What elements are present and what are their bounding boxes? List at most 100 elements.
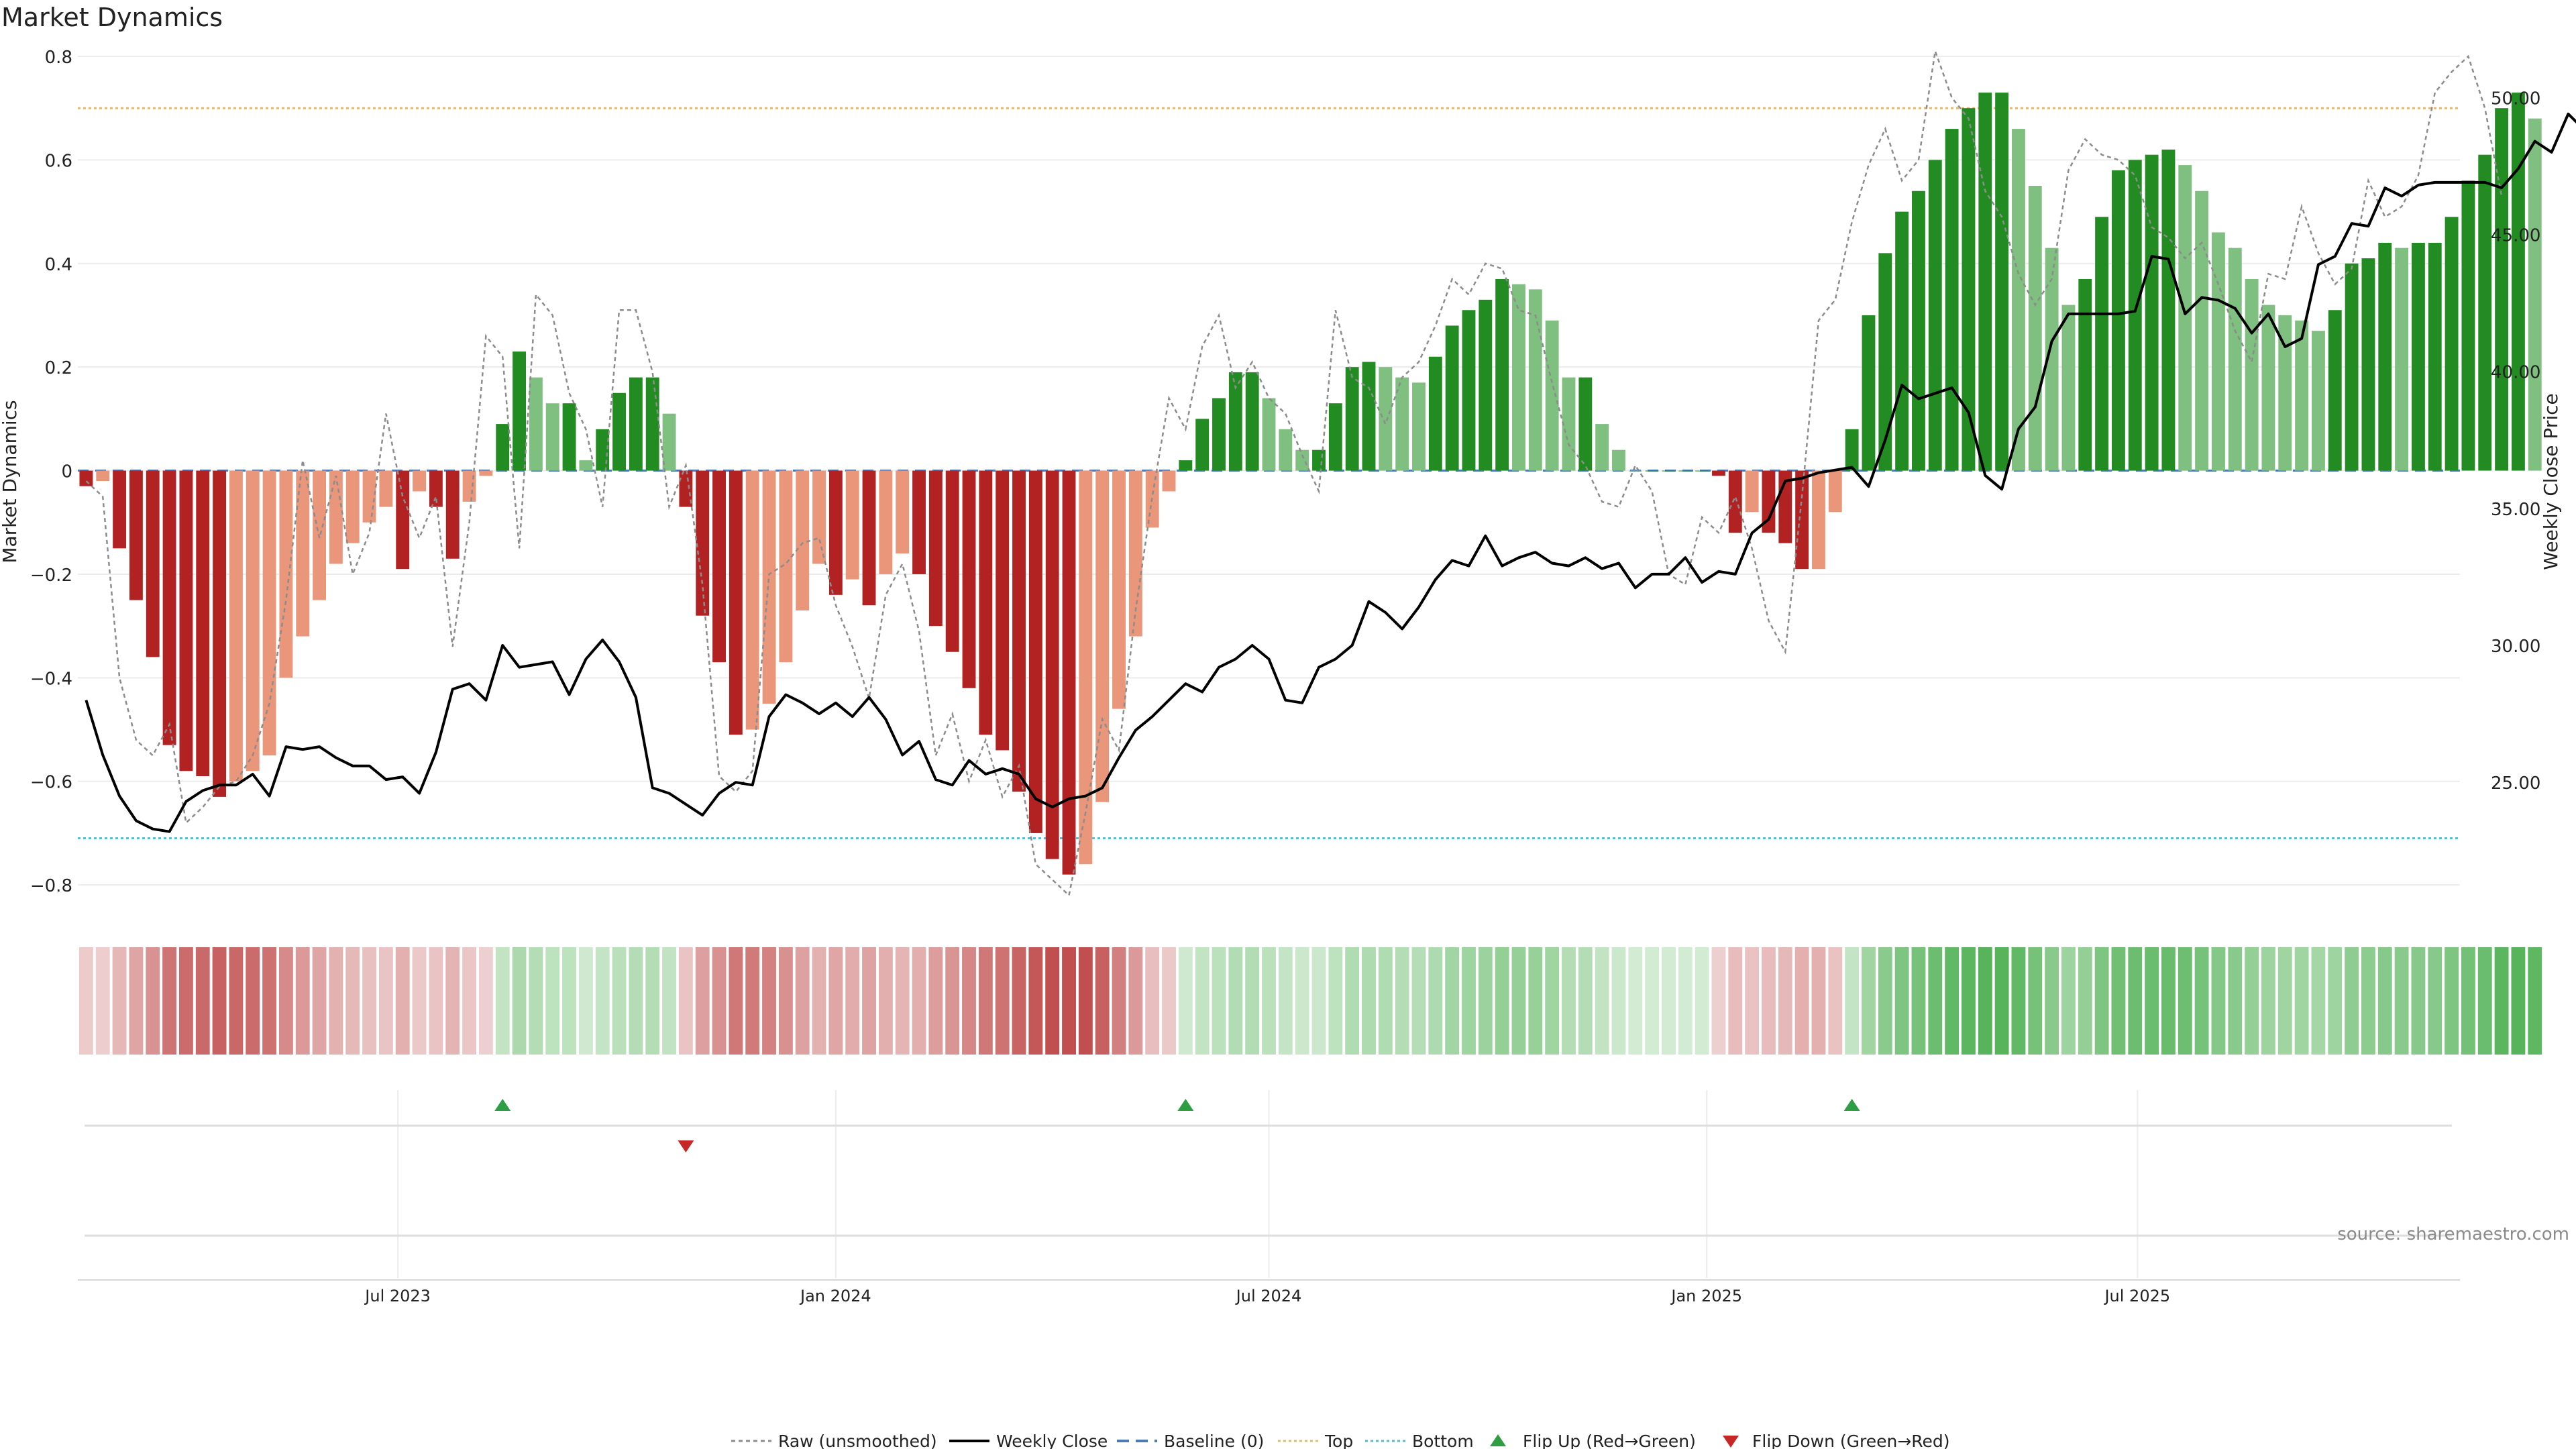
momentum-bar <box>1712 470 1725 476</box>
momentum-bar <box>1928 160 1942 471</box>
regime-cell <box>2061 947 2076 1055</box>
momentum-bar <box>513 352 526 471</box>
momentum-bar <box>2161 149 2176 471</box>
regime-cell <box>1778 947 1792 1055</box>
regime-cell <box>1145 947 1160 1055</box>
regime-cell <box>2361 947 2375 1055</box>
regime-cell <box>2178 947 2192 1055</box>
x-tick-label: Jan 2025 <box>1670 1287 1742 1305</box>
momentum-bar <box>329 470 343 564</box>
regime-cell <box>2211 947 2226 1055</box>
momentum-bar <box>962 470 976 688</box>
momentum-bar <box>779 470 793 663</box>
momentum-bar <box>1528 289 1542 471</box>
momentum-bar <box>1062 470 1076 875</box>
momentum-bar <box>1179 460 1193 471</box>
regime-cell <box>1645 947 1660 1055</box>
momentum-bar <box>1978 93 1992 471</box>
momentum-bar <box>1795 470 1809 570</box>
chart-title: Market Dynamics <box>1 3 223 32</box>
regime-cell <box>1095 947 1110 1055</box>
momentum-bar <box>1295 449 1309 471</box>
flip-down-marker <box>678 1140 694 1152</box>
momentum-bar <box>1612 449 1625 471</box>
legend-baseline-label: Baseline (0) <box>1164 1432 1264 1449</box>
regime-cell <box>2345 947 2359 1055</box>
regime-cell <box>1228 947 1243 1055</box>
momentum-bar <box>1512 284 1525 471</box>
regime-cell <box>429 947 443 1055</box>
regime-cell <box>595 947 610 1055</box>
regime-cell <box>178 947 193 1055</box>
momentum-bar <box>2212 232 2225 471</box>
regime-cell <box>529 947 543 1055</box>
regime-cell <box>2194 947 2209 1055</box>
momentum-bar <box>296 470 310 637</box>
regime-cell <box>678 947 693 1055</box>
regime-cell <box>2011 947 2026 1055</box>
momentum-bar <box>1762 470 1776 533</box>
regime-cell <box>2245 947 2259 1055</box>
regime-cell <box>1562 947 1576 1055</box>
y2-tick-label: 50.00 <box>2491 89 2540 109</box>
regime-cell <box>662 947 676 1055</box>
regime-cell <box>828 947 843 1055</box>
momentum-bar <box>2478 154 2492 471</box>
momentum-bar <box>2511 93 2525 471</box>
momentum-bar <box>928 470 943 627</box>
regime-cell <box>462 947 476 1055</box>
legend-close-label: Weekly Close <box>996 1432 1108 1449</box>
momentum-bar <box>562 403 576 471</box>
regime-cell <box>762 947 776 1055</box>
momentum-bar <box>2012 129 2025 471</box>
regime-cell <box>1262 947 1276 1055</box>
regime-cell <box>212 947 227 1055</box>
momentum-bar <box>1162 470 1176 492</box>
momentum-bar <box>1262 398 1276 471</box>
regime-cell <box>612 947 627 1055</box>
momentum-bar <box>2411 242 2425 471</box>
momentum-bar <box>2195 191 2209 471</box>
momentum-bar <box>1995 93 2009 471</box>
momentum-bar <box>2461 180 2475 471</box>
regime-cell <box>162 947 177 1055</box>
momentum-bar <box>496 424 510 471</box>
regime-cell <box>2128 947 2143 1055</box>
momentum-bar <box>1745 470 1759 513</box>
momentum-bar <box>1545 320 1559 471</box>
momentum-bar <box>696 470 710 616</box>
legend: Raw (unsmoothed) Weekly Close Baseline (… <box>731 1432 1950 1449</box>
regime-cell <box>729 947 743 1055</box>
momentum-bar <box>1895 211 1909 471</box>
regime-cell <box>1545 947 1560 1055</box>
momentum-bar <box>2112 170 2125 471</box>
momentum-bar <box>1812 470 1825 570</box>
momentum-bar <box>679 470 693 507</box>
momentum-bar <box>2178 165 2192 471</box>
regime-cell <box>1478 947 1493 1055</box>
y2-tick-label: 35.00 <box>2491 500 2540 520</box>
regime-cell <box>712 947 727 1055</box>
regime-cell <box>1462 947 1476 1055</box>
x-tick-label: Jan 2024 <box>799 1287 871 1305</box>
y2-tick-label: 45.00 <box>2491 225 2540 246</box>
momentum-bar <box>1878 253 1892 471</box>
flip-up-marker <box>494 1099 511 1111</box>
regime-strip <box>78 947 2542 1055</box>
regime-cell <box>978 947 993 1055</box>
momentum-bar <box>1228 372 1242 471</box>
regime-cell <box>1994 947 2009 1055</box>
regime-cell <box>378 947 393 1055</box>
momentum-bar <box>2495 108 2509 471</box>
regime-cell <box>1894 947 1909 1055</box>
y-tick-label: −0.4 <box>30 669 72 689</box>
momentum-bar <box>945 470 959 652</box>
momentum-bar <box>1645 470 1659 472</box>
momentum-bar <box>2128 160 2142 471</box>
flip-up-marker <box>1843 1099 1860 1111</box>
regime-cell <box>745 947 760 1055</box>
regime-cell <box>995 947 1010 1055</box>
regime-cell <box>945 947 960 1055</box>
momentum-bar <box>2445 217 2459 471</box>
momentum-bar <box>129 470 143 600</box>
